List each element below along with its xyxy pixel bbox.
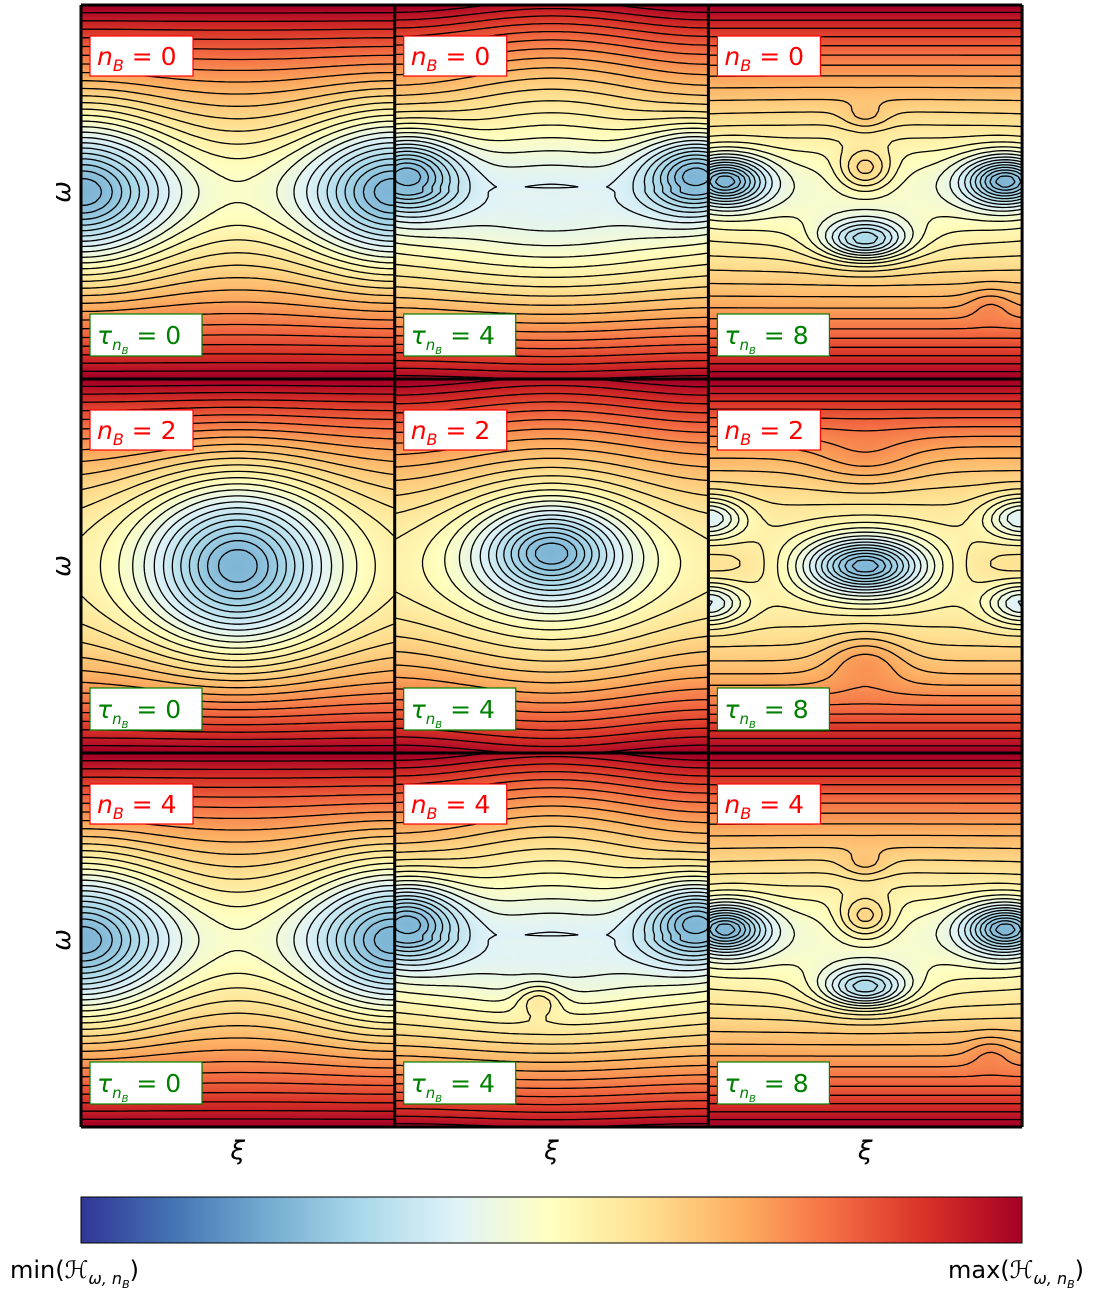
contour-lines (394, 378, 709, 754)
panel-r2-c1: nB = 4 τnB = 4 (394, 752, 709, 1128)
tau-label: τnB = 8 (724, 1069, 808, 1105)
contour-lines (80, 12, 395, 372)
contour-lines (708, 11, 1023, 373)
tau-label: τnB = 8 (724, 321, 808, 357)
contour-lines (394, 752, 709, 1128)
panel-r0-c1: nB = 0 τnB = 4 (394, 4, 709, 380)
nB-label: nB = 0 (97, 42, 177, 75)
tau-tag: τnB = 4 (403, 313, 517, 357)
colorbar-min-label: min(ℋω, nB) (10, 1256, 139, 1289)
tau-tag: τnB = 8 (716, 313, 831, 357)
contour-lines (80, 760, 395, 1120)
panel-r2-c2: nB = 4 τnB = 8 (708, 753, 1023, 1127)
tau-tag: τnB = 0 (89, 1061, 203, 1105)
colorbar-bar (80, 1196, 1023, 1244)
nB-tag: nB = 0 (716, 35, 822, 77)
tau-label: τnB = 0 (97, 695, 181, 731)
nB-tag: nB = 4 (89, 783, 194, 825)
nB-label: nB = 4 (411, 790, 491, 823)
nB-label: nB = 4 (724, 790, 804, 823)
nB-label: nB = 0 (411, 42, 491, 75)
nB-label: nB = 2 (411, 416, 491, 449)
nB-tag: nB = 4 (716, 783, 822, 825)
nB-label: nB = 2 (724, 416, 804, 449)
y-axis-label: ω (47, 555, 77, 577)
nB-tag: nB = 0 (89, 35, 194, 77)
nB-label: nB = 0 (724, 42, 804, 75)
colorbar-max-label: max(ℋω, nB) (948, 1256, 1084, 1289)
tau-label: τnB = 0 (97, 1069, 181, 1105)
nB-tag: nB = 2 (403, 409, 508, 451)
colorbar: min(ℋω, nB) max(ℋω, nB) (10, 1196, 1084, 1289)
nB-tag: nB = 2 (716, 409, 822, 451)
tau-label: τnB = 4 (411, 1069, 495, 1105)
tau-tag: τnB = 4 (403, 687, 517, 731)
panel-r0-c0: nB = 0 τnB = 0 (80, 5, 395, 379)
x-axis-label: ξ (230, 1136, 246, 1166)
tau-label: τnB = 4 (411, 695, 495, 731)
tau-tag: τnB = 8 (716, 1061, 831, 1105)
tau-tag: τnB = 0 (89, 687, 203, 731)
contour-lines (708, 759, 1023, 1121)
x-axis-label: ξ (543, 1136, 559, 1166)
panel-frame (79, 3, 1024, 1129)
y-axis-label: ω (47, 181, 77, 203)
nB-tag: nB = 0 (403, 35, 508, 77)
panel-r1-c2: nB = 2 τnB = 8 (708, 379, 1023, 753)
y-axis-label: ω (47, 929, 77, 951)
nB-tag: nB = 4 (403, 783, 508, 825)
tau-tag: τnB = 0 (89, 313, 203, 357)
nB-label: nB = 4 (97, 790, 177, 823)
tau-tag: τnB = 4 (403, 1061, 517, 1105)
tau-label: τnB = 4 (411, 321, 495, 357)
nB-tag: nB = 2 (89, 409, 194, 451)
tau-label: τnB = 8 (724, 695, 808, 731)
x-axis-label: ξ (857, 1136, 873, 1166)
axis-labels: ω ω ω ξ ξ ξ (47, 181, 873, 1166)
tau-tag: τnB = 8 (716, 687, 831, 731)
tau-label: τnB = 0 (97, 321, 181, 357)
nB-label: nB = 2 (97, 416, 177, 449)
panel-r0-c2: nB = 0 τnB = 8 (708, 5, 1023, 379)
panel-r1-c0: nB = 2 τnB = 0 (80, 379, 396, 753)
contour-lines (80, 384, 396, 748)
panel-r1-c1: nB = 2 τnB = 4 (394, 378, 709, 754)
panel-r2-c0: nB = 4 τnB = 0 (80, 753, 395, 1127)
